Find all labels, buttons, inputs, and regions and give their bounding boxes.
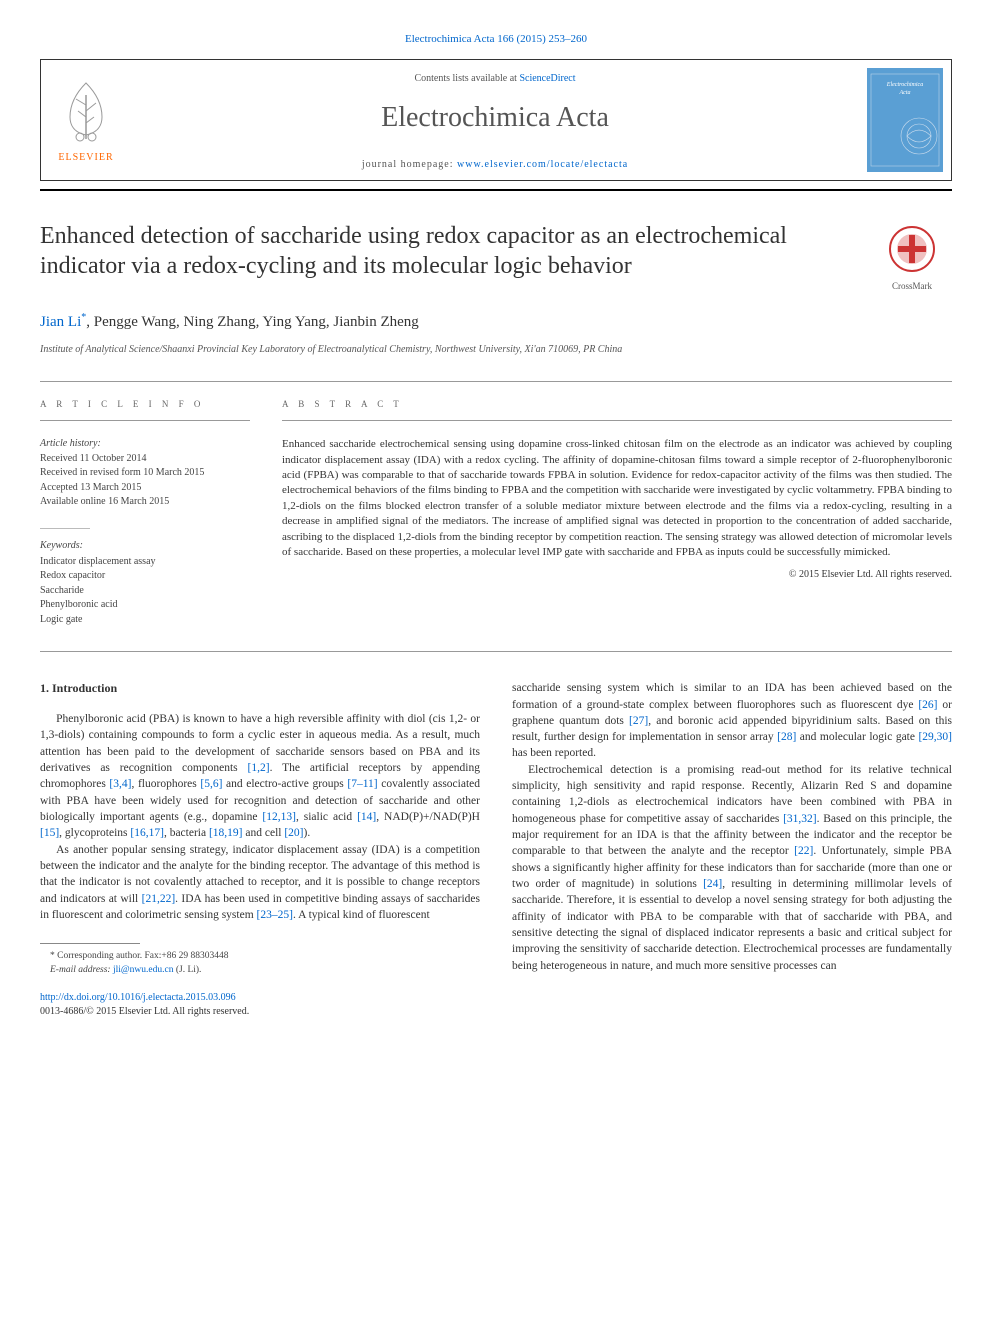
authors-rest: , Pengge Wang, Ning Zhang, Ying Yang, Ji…	[86, 314, 419, 330]
history-label: Article history:	[40, 437, 250, 452]
contents-line: Contents lists available at ScienceDirec…	[131, 72, 859, 86]
homepage-line: journal homepage: www.elsevier.com/locat…	[131, 158, 859, 172]
history-revised: Received in revised form 10 March 2015	[40, 466, 250, 481]
footnote-rule	[40, 943, 140, 944]
ref-link[interactable]: [27]	[629, 715, 648, 727]
issn-copyright: 0013-4686/© 2015 Elsevier Ltd. All right…	[40, 1005, 952, 1019]
body-column-left: 1. Introduction Phenylboronic acid (PBA)…	[40, 680, 480, 977]
cover-icon: Electrochimica Acta	[867, 70, 943, 170]
svg-text:Acta: Acta	[899, 90, 911, 96]
meta-abstract-row: A R T I C L E I N F O Article history: R…	[40, 398, 952, 628]
keyword: Phenylboronic acid	[40, 598, 250, 613]
body-paragraph: As another popular sensing strategy, ind…	[40, 842, 480, 924]
crossmark-badge[interactable]: CrossMark	[872, 225, 952, 293]
ref-link[interactable]: [21,22]	[142, 893, 176, 905]
header-center: Contents lists available at ScienceDirec…	[131, 60, 859, 179]
email-suffix: (J. Li).	[173, 965, 201, 975]
journal-title: Electrochimica Acta	[131, 98, 859, 137]
history-received: Received 11 October 2014	[40, 452, 250, 467]
header-rule	[40, 189, 952, 191]
affiliation: Institute of Analytical Science/Shaanxi …	[40, 343, 952, 357]
history-accepted: Accepted 13 March 2015	[40, 481, 250, 496]
ref-link[interactable]: [5,6]	[200, 778, 222, 790]
ref-link[interactable]: [7–11]	[347, 778, 377, 790]
correspondence-line: * Corresponding author. Fax:+86 29 88303…	[50, 950, 480, 963]
ref-link[interactable]: [23–25]	[257, 909, 293, 921]
elsevier-name: ELSEVIER	[58, 151, 113, 165]
journal-header-box: ELSEVIER Contents lists available at Sci…	[40, 59, 952, 180]
ref-link[interactable]: [18,19]	[209, 827, 243, 839]
keyword: Redox capacitor	[40, 569, 250, 584]
keywords-rule	[40, 528, 90, 529]
article-info-heading: A R T I C L E I N F O	[40, 398, 250, 411]
abstract-text: Enhanced saccharide electrochemical sens…	[282, 437, 952, 560]
email-line: E-mail address: jli@nwu.edu.cn (J. Li).	[50, 964, 480, 977]
article-title: Enhanced detection of saccharide using r…	[40, 221, 852, 281]
journal-reference-link[interactable]: Electrochimica Acta 166 (2015) 253–260	[40, 20, 952, 59]
doi-link[interactable]: http://dx.doi.org/10.1016/j.electacta.20…	[40, 992, 236, 1003]
ref-link[interactable]: [12,13]	[262, 811, 296, 823]
journal-ref-text: Electrochimica Acta 166 (2015) 253–260	[405, 33, 587, 45]
ref-link[interactable]: [20]	[284, 827, 303, 839]
keywords-list: Indicator displacement assay Redox capac…	[40, 555, 250, 628]
homepage-prefix: journal homepage:	[362, 159, 457, 170]
contents-prefix: Contents lists available at	[414, 73, 519, 84]
abstract-heading: A B S T R A C T	[282, 398, 952, 411]
corresponding-footer: * Corresponding author. Fax:+86 29 88303…	[40, 943, 480, 977]
keyword: Saccharide	[40, 584, 250, 599]
elsevier-tree-icon	[56, 75, 116, 147]
body-columns: 1. Introduction Phenylboronic acid (PBA)…	[40, 680, 952, 977]
svg-text:Electrochimica: Electrochimica	[886, 82, 923, 88]
ref-link[interactable]: [14]	[357, 811, 376, 823]
article-history: Article history: Received 11 October 201…	[40, 437, 250, 510]
abstract-copyright: © 2015 Elsevier Ltd. All rights reserved…	[282, 568, 952, 582]
ref-link[interactable]: [24]	[703, 878, 722, 890]
ref-link[interactable]: [28]	[777, 731, 796, 743]
keywords-label: Keywords:	[40, 539, 250, 553]
ref-link[interactable]: [31,32]	[783, 813, 817, 825]
article-header: Enhanced detection of saccharide using r…	[40, 221, 952, 299]
abstract-rule	[282, 420, 952, 421]
sciencedirect-link[interactable]: ScienceDirect	[519, 73, 575, 84]
author-link-1[interactable]: Jian Li	[40, 314, 81, 330]
abstract-column: A B S T R A C T Enhanced saccharide elec…	[282, 398, 952, 628]
body-paragraph: Phenylboronic acid (PBA) is known to hav…	[40, 711, 480, 842]
body-column-right: saccharide sensing system which is simil…	[512, 680, 952, 977]
elsevier-logo[interactable]: ELSEVIER	[41, 60, 131, 179]
doi-block: http://dx.doi.org/10.1016/j.electacta.20…	[40, 991, 952, 1019]
ref-link[interactable]: [16,17]	[130, 827, 164, 839]
crossmark-label: CrossMark	[872, 280, 952, 293]
keyword: Indicator displacement assay	[40, 555, 250, 570]
ref-link[interactable]: [26]	[918, 699, 937, 711]
ref-link[interactable]: [22]	[794, 845, 813, 857]
journal-cover-thumb[interactable]: Electrochimica Acta	[867, 68, 943, 171]
divider-below-abstract	[40, 651, 952, 652]
authors-line: Jian Li*, Pengge Wang, Ning Zhang, Ying …	[40, 311, 952, 333]
section-1-heading: 1. Introduction	[40, 680, 480, 697]
divider-above-meta	[40, 381, 952, 382]
history-online: Available online 16 March 2015	[40, 495, 250, 510]
keyword: Logic gate	[40, 613, 250, 628]
ref-link[interactable]: [15]	[40, 827, 59, 839]
homepage-link[interactable]: www.elsevier.com/locate/electacta	[457, 159, 628, 170]
crossmark-icon	[888, 225, 936, 273]
ref-link[interactable]: [3,4]	[109, 778, 131, 790]
meta-rule	[40, 420, 250, 421]
body-paragraph: saccharide sensing system which is simil…	[512, 680, 952, 762]
article-info-column: A R T I C L E I N F O Article history: R…	[40, 398, 250, 628]
email-label: E-mail address:	[50, 965, 113, 975]
ref-link[interactable]: [29,30]	[918, 731, 952, 743]
ref-link[interactable]: [1,2]	[248, 762, 270, 774]
email-link[interactable]: jli@nwu.edu.cn	[113, 965, 173, 975]
body-paragraph: Electrochemical detection is a promising…	[512, 762, 952, 974]
